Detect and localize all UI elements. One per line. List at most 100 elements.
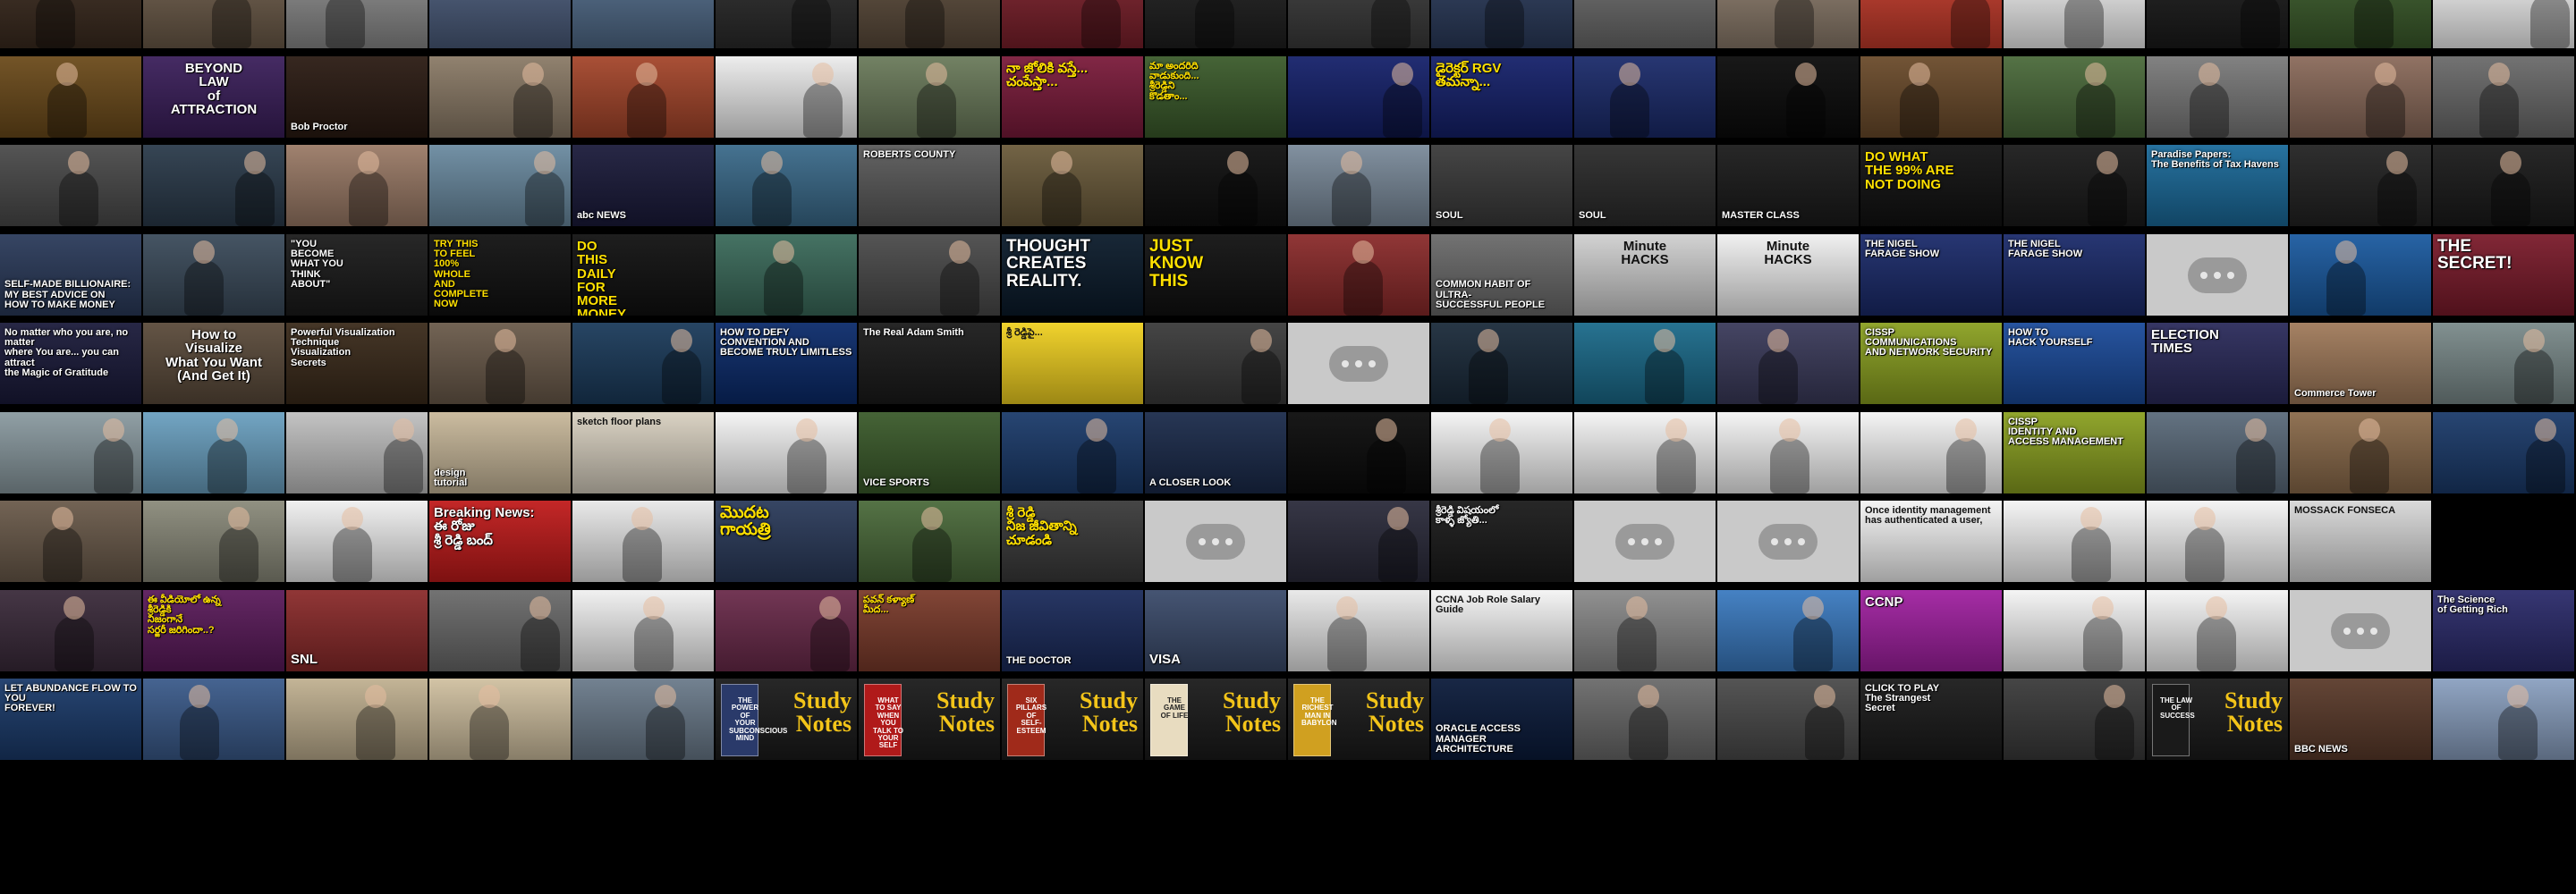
video-thumbnail[interactable] xyxy=(2004,56,2145,138)
video-thumbnail[interactable]: LET ABUNDANCE FLOW TO YOU FOREVER! xyxy=(0,679,141,760)
video-thumbnail[interactable]: THOUGHT CREATES REALITY. xyxy=(1002,234,1143,316)
video-thumbnail[interactable] xyxy=(716,412,857,493)
video-thumbnail[interactable]: Commerce Tower xyxy=(2290,323,2431,404)
video-thumbnail[interactable]: Paradise Papers: The Benefits of Tax Hav… xyxy=(2147,145,2288,226)
video-thumbnail[interactable] xyxy=(1145,323,1286,404)
video-thumbnail-placeholder[interactable] xyxy=(2147,234,2288,316)
video-thumbnail[interactable]: ORACLE ACCESS MANAGER ARCHITECTURE xyxy=(1431,679,1572,760)
video-thumbnail[interactable] xyxy=(1860,56,2002,138)
video-thumbnail[interactable] xyxy=(2004,0,2145,48)
video-thumbnail[interactable] xyxy=(859,501,1000,582)
video-thumbnail[interactable] xyxy=(2147,56,2288,138)
video-thumbnail[interactable] xyxy=(1860,412,2002,493)
video-thumbnail[interactable] xyxy=(859,234,1000,316)
video-thumbnail[interactable] xyxy=(716,56,857,138)
video-thumbnail[interactable] xyxy=(2290,145,2431,226)
video-thumbnail[interactable]: CCNA Job Role Salary Guide xyxy=(1431,590,1572,671)
video-thumbnail[interactable]: JUST KNOW THIS xyxy=(1145,234,1286,316)
video-thumbnail[interactable]: THE LAW OF SUCCESS Study Notes xyxy=(2147,679,2288,760)
video-thumbnail[interactable]: Minute HACKS xyxy=(1717,234,1859,316)
video-thumbnail[interactable]: TRY THIS TO FEEL 100% WHOLE AND COMPLETE… xyxy=(429,234,571,316)
video-thumbnail[interactable] xyxy=(0,0,141,48)
video-thumbnail[interactable]: No matter who you are, no matter where Y… xyxy=(0,323,141,404)
video-thumbnail[interactable]: Powerful Visualization Technique Visuali… xyxy=(286,323,428,404)
video-thumbnail[interactable]: DO WHAT THE 99% ARE NOT DOING xyxy=(1860,145,2002,226)
video-thumbnail[interactable] xyxy=(1717,590,1859,671)
video-thumbnail[interactable]: మా అందరిది వాడుకుంది... శ్రీరెడ్డిని కొడ… xyxy=(1145,56,1286,138)
video-thumbnail[interactable]: BBC NEWS xyxy=(2290,679,2431,760)
video-thumbnail[interactable]: THE POWER OF YOUR SUBCONSCIOUS MIND Study… xyxy=(716,679,857,760)
video-thumbnail[interactable] xyxy=(2290,234,2431,316)
video-thumbnail[interactable] xyxy=(1574,323,1716,404)
video-thumbnail[interactable] xyxy=(1574,679,1716,760)
video-thumbnail[interactable]: abc NEWS xyxy=(572,145,714,226)
video-thumbnail[interactable]: THE NIGEL FARAGE SHOW xyxy=(2004,234,2145,316)
video-thumbnail[interactable] xyxy=(0,501,141,582)
video-thumbnail[interactable] xyxy=(1145,145,1286,226)
video-thumbnail[interactable]: COMMON HABIT OF ULTRA- SUCCESSFUL PEOPLE xyxy=(1431,234,1572,316)
video-thumbnail[interactable] xyxy=(286,679,428,760)
video-thumbnail[interactable]: MOSSACK FONSECA xyxy=(2290,501,2431,582)
video-thumbnail[interactable] xyxy=(716,0,857,48)
video-thumbnail[interactable] xyxy=(859,56,1000,138)
video-thumbnail[interactable]: HOW TO HACK YOURSELF xyxy=(2004,323,2145,404)
video-thumbnail[interactable] xyxy=(2147,0,2288,48)
video-thumbnail-placeholder[interactable] xyxy=(2290,590,2431,671)
video-thumbnail[interactable] xyxy=(429,590,571,671)
video-thumbnail[interactable] xyxy=(1717,412,1859,493)
video-thumbnail[interactable] xyxy=(1002,145,1143,226)
video-thumbnail[interactable] xyxy=(2433,679,2574,760)
video-thumbnail[interactable]: SNL xyxy=(286,590,428,671)
video-thumbnail[interactable] xyxy=(429,323,571,404)
video-thumbnail[interactable]: CCNP xyxy=(1860,590,2002,671)
video-thumbnail[interactable] xyxy=(429,145,571,226)
video-thumbnail[interactable] xyxy=(2004,679,2145,760)
video-thumbnail[interactable]: Breaking News: ఈ రోజు శ్రీ రెడ్డి బంద్ xyxy=(429,501,571,582)
video-thumbnail[interactable] xyxy=(143,412,284,493)
video-thumbnail[interactable]: శ్రీరెడ్డి విషయంలో కాళ్ళ జ్యోతి... xyxy=(1431,501,1572,582)
video-thumbnail[interactable] xyxy=(1431,0,1572,48)
video-thumbnail[interactable] xyxy=(143,679,284,760)
video-thumbnail[interactable]: HOW TO DEFY CONVENTION AND BECOME TRULY … xyxy=(716,323,857,404)
video-thumbnail[interactable] xyxy=(572,590,714,671)
video-thumbnail[interactable] xyxy=(572,679,714,760)
video-thumbnail[interactable]: SELF-MADE BILLIONAIRE: MY BEST ADVICE ON… xyxy=(0,234,141,316)
video-thumbnail[interactable]: design tutorial xyxy=(429,412,571,493)
video-thumbnail[interactable] xyxy=(2147,412,2288,493)
video-thumbnail[interactable]: ఈ వీడియోలో ఉన్న శ్రీరెడ్డికి నిజంగానే సర… xyxy=(143,590,284,671)
video-thumbnail[interactable] xyxy=(2433,412,2574,493)
video-thumbnail[interactable] xyxy=(859,0,1000,48)
video-thumbnail[interactable] xyxy=(1288,590,1429,671)
video-thumbnail[interactable] xyxy=(716,590,857,671)
video-thumbnail[interactable] xyxy=(1145,0,1286,48)
video-thumbnail[interactable]: SIX PILLARS OF SELF-ESTEEM Study Notes xyxy=(1002,679,1143,760)
video-thumbnail[interactable]: VICE SPORTS xyxy=(859,412,1000,493)
video-thumbnail[interactable] xyxy=(1860,0,2002,48)
video-thumbnail[interactable] xyxy=(572,56,714,138)
video-thumbnail-placeholder[interactable] xyxy=(1717,501,1859,582)
video-thumbnail[interactable]: Bob Proctor xyxy=(286,56,428,138)
video-thumbnail[interactable] xyxy=(2004,501,2145,582)
video-thumbnail[interactable]: THE DOCTOR xyxy=(1002,590,1143,671)
video-thumbnail[interactable]: ROBERTS COUNTY xyxy=(859,145,1000,226)
video-thumbnail[interactable] xyxy=(143,0,284,48)
video-thumbnail[interactable]: WHAT TO SAY WHEN YOU TALK TO YOUR SELF St… xyxy=(859,679,1000,760)
video-thumbnail[interactable]: VISA xyxy=(1145,590,1286,671)
video-thumbnail[interactable] xyxy=(1288,0,1429,48)
video-thumbnail[interactable] xyxy=(0,412,141,493)
video-thumbnail[interactable] xyxy=(1574,56,1716,138)
video-thumbnail[interactable]: శ్రీ రెడ్డి నిజ జీవితాన్ని చూడండి xyxy=(1002,501,1143,582)
video-thumbnail[interactable] xyxy=(143,501,284,582)
video-thumbnail-placeholder[interactable] xyxy=(1145,501,1286,582)
video-thumbnail[interactable]: మొదట గాయత్రి xyxy=(716,501,857,582)
video-thumbnail[interactable]: REAL STORIES xyxy=(572,0,714,48)
video-thumbnail[interactable] xyxy=(1288,145,1429,226)
video-thumbnail[interactable] xyxy=(286,412,428,493)
video-thumbnail[interactable] xyxy=(2433,323,2574,404)
video-thumbnail[interactable]: Once identity management has authenticat… xyxy=(1860,501,2002,582)
video-thumbnail[interactable]: MASTER CLASS xyxy=(1717,145,1859,226)
video-thumbnail[interactable]: "YOU BECOME WHAT YOU THINK ABOUT" xyxy=(286,234,428,316)
video-thumbnail[interactable] xyxy=(1574,412,1716,493)
video-thumbnail[interactable] xyxy=(286,0,428,48)
video-thumbnail-placeholder[interactable] xyxy=(1288,323,1429,404)
